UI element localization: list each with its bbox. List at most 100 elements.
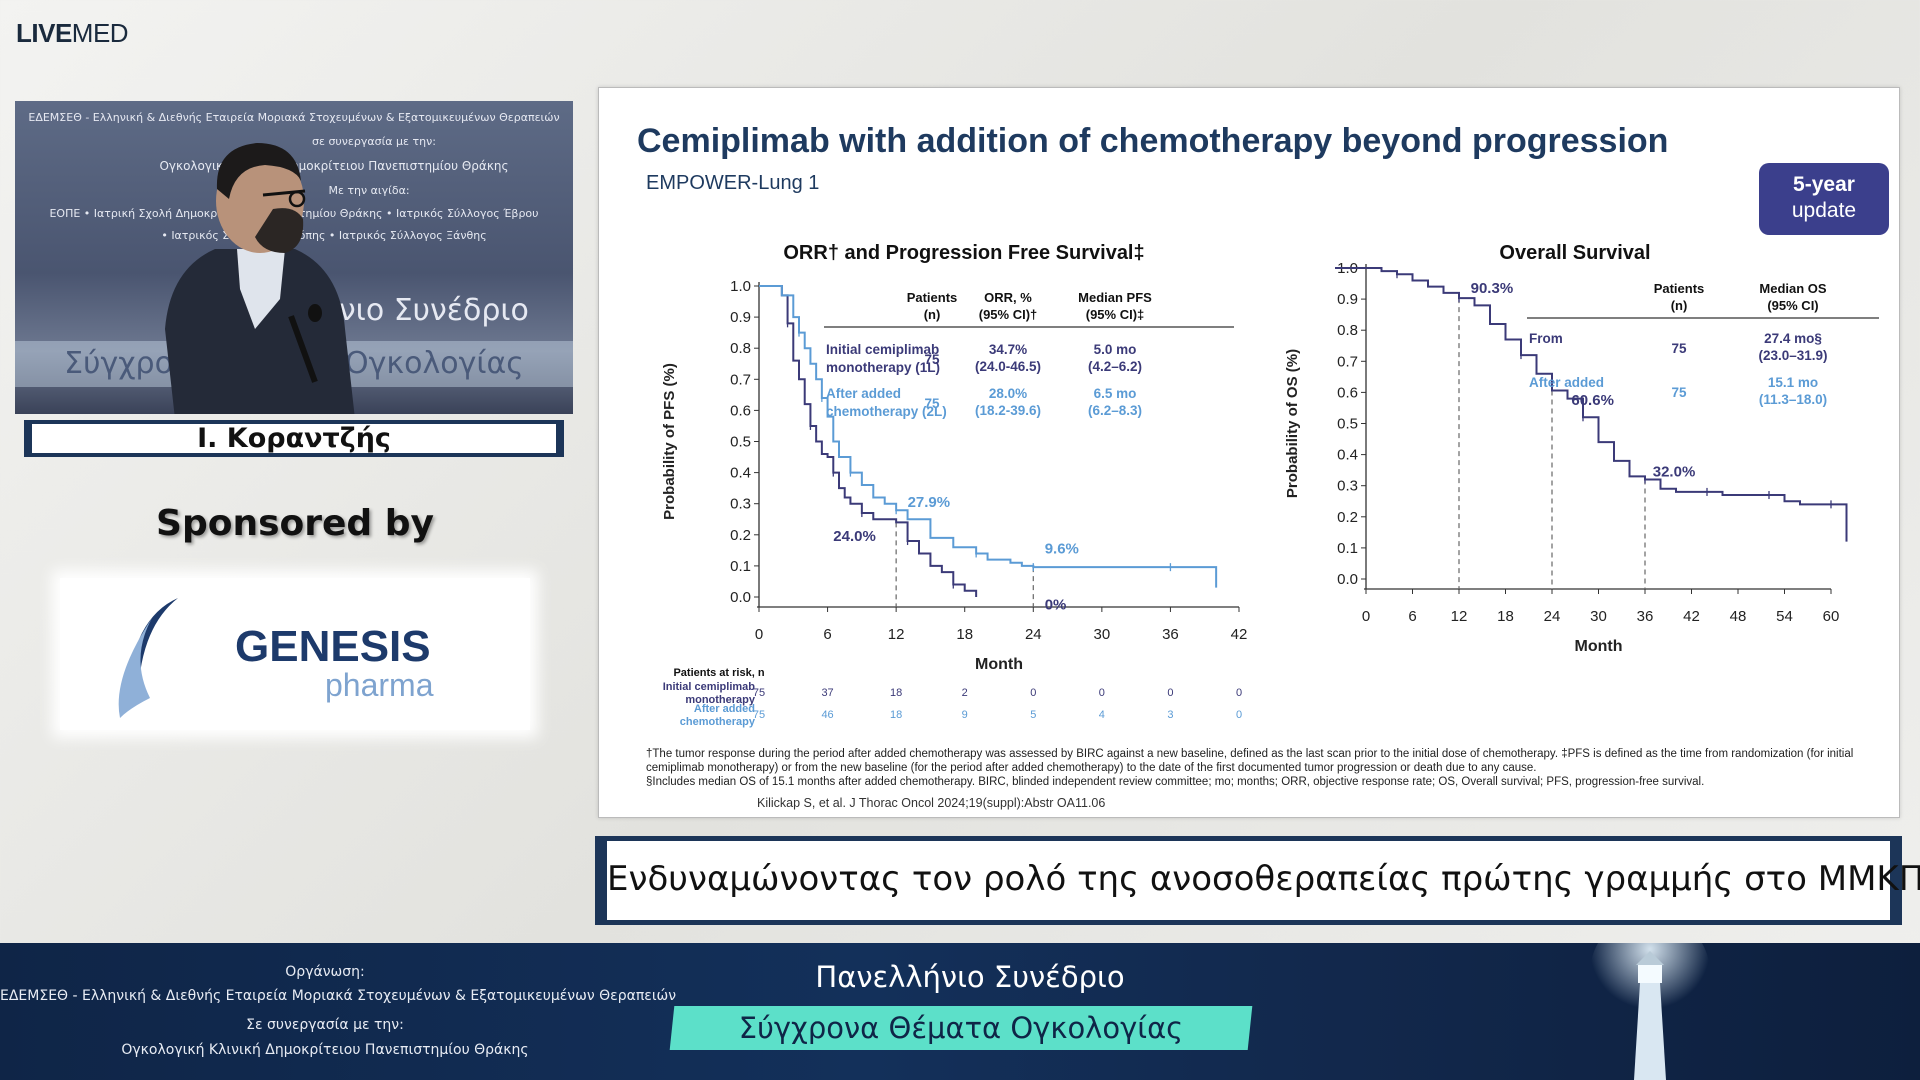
at-risk-value: 46 [821,709,833,721]
table-header: (95% CI)‡ [1086,307,1145,322]
table-n: 75 [1671,341,1687,356]
at-risk-value: 5 [1030,709,1036,721]
x-tick-label: 24 [1025,626,1042,643]
chart-title: Overall Survival [1499,243,1650,264]
data-label: 27.9% [908,494,951,511]
at-risk-value: 0 [1030,687,1036,699]
slide-title: Cemiplimab with addition of chemotherapy… [637,122,1669,160]
data-label: 32.0% [1653,463,1696,480]
at-risk-value: 0 [1236,709,1242,721]
table-header: (n) [924,307,941,322]
sponsor-name: GENESIS [235,622,431,671]
table-row-label: Initial cemiplimab [826,342,939,357]
table-header: Patients [1654,281,1705,296]
table-value: 6.5 mo [1094,386,1137,401]
at-risk-label: chemotherapy [680,716,756,728]
table-header: (95% CI) [1767,298,1818,313]
at-risk-label: monotherapy [685,694,756,706]
footer-event-title: Πανελλήνιο Συνέδριο [815,960,1125,994]
footnote: †The tumor response during the period af… [646,748,1854,774]
y-tick-label: 0.7 [1337,353,1358,370]
y-tick-label: 0.9 [730,309,751,326]
at-risk-value: 18 [890,709,902,721]
session-caption: Ενδυναμώνοντας τον ρολό της ανοσοθεραπεί… [595,836,1920,925]
y-tick-label: 0.7 [730,371,751,388]
at-risk-title: Patients at risk, n [673,667,764,679]
x-tick-label: 12 [888,626,905,643]
at-risk-value: 75 [753,687,765,699]
presentation-slide: Cemiplimab with addition of chemotherapy… [598,87,1900,818]
sponsor-subname: pharma [325,667,434,703]
data-label: 0% [1045,596,1067,613]
table-header: (95% CI)† [979,307,1038,322]
chart-title: ORR† and Progression Free Survival‡ [783,243,1144,264]
y-axis-label: Probability of PFS (%) [661,363,678,520]
x-tick-label: 42 [1683,608,1700,625]
table-value: (24.0-46.5) [975,359,1041,374]
table-value: 34.7% [989,342,1027,357]
y-tick-label: 0.8 [1337,322,1358,339]
y-tick-label: 0.2 [730,527,751,544]
x-tick-label: 60 [1823,608,1840,625]
y-tick-label: 0.3 [730,496,751,513]
y-tick-label: 0.5 [1337,416,1358,433]
x-tick-label: 0 [755,626,763,643]
os-chart: Overall Survival 0.0 0.1 0.2 0.3 0.4 0.5 0.6 0.7… [1284,243,1879,655]
y-axis-label: Probability of OS (%) [1284,349,1301,498]
at-risk-label: Initial cemiplimab [663,681,756,693]
x-tick-label: 0 [1362,608,1370,625]
at-risk-value: 75 [753,709,765,721]
badge-line2: update [1791,199,1857,222]
x-tick-label: 24 [1544,608,1561,625]
table-n: 75 [924,352,940,367]
at-risk-value: 0 [1099,687,1105,699]
x-tick-label: 6 [1408,608,1416,625]
data-label: 24.0% [833,528,876,545]
table-header: Patients [907,290,958,305]
table-row-label: From [1529,331,1563,346]
x-axis-label: Month [1575,638,1623,655]
table-header: ORR, % [984,290,1032,305]
y-tick-label: 0.0 [1337,571,1358,588]
x-tick-label: 12 [1451,608,1468,625]
at-risk-value: 18 [890,687,902,699]
footer-collab-name: Ογκολογική Κλινική Δημοκρίτειου Πανεπιστ… [121,1042,529,1058]
table-value: 15.1 mo [1768,375,1818,390]
at-risk-value: 0 [1167,687,1173,699]
badge-line1: 5-year [1793,173,1855,196]
table-header: Median OS [1759,281,1827,296]
x-tick-label: 42 [1231,626,1248,643]
y-tick-label: 0.9 [1337,291,1358,308]
table-row-label: After added [1529,375,1604,390]
slide-subtitle: EMPOWER-Lung 1 [646,172,820,194]
y-tick-label: 0.3 [1337,478,1358,495]
table-value: 5.0 mo [1094,342,1137,357]
km-curve-0 [1335,267,1848,542]
data-label: 90.3% [1471,280,1514,297]
table-value: (23.0–31.9) [1758,348,1827,363]
table-row-label: After added [826,386,901,401]
x-axis-label: Month [975,656,1023,673]
y-tick-label: 0.8 [730,340,751,357]
table-value: (18.2-39.6) [975,403,1041,418]
x-tick-label: 18 [1497,608,1514,625]
livemed-logo: LIVEMED [16,18,129,48]
table-value: 28.0% [989,386,1027,401]
at-risk-value: 3 [1167,709,1173,721]
at-risk-value: 9 [962,709,968,721]
table-value: (6.2–8.3) [1088,403,1142,418]
table-value: (4.2–6.2) [1088,359,1142,374]
y-tick-label: 0.1 [730,558,751,575]
sponsored-label: Sponsored by [156,503,434,544]
backdrop-line: ΕΔΕΜΣΕΘ - Ελληνική & Διεθνής Εταιρεία Μο… [28,111,560,124]
table-value: (11.3–18.0) [1759,392,1827,407]
speaker-name-bar: Ι. Κοραντζής [24,420,564,457]
data-label: 9.6% [1045,540,1079,557]
table-header: Median PFS [1078,290,1152,305]
table-n: 75 [1671,385,1687,400]
footer-org-label: Οργάνωση: [285,964,365,980]
footnotes: †The tumor response during the period af… [646,747,1876,789]
backdrop-line: σε συνεργασία με την: [312,135,436,148]
genesis-pharma-logo: GENESIS pharma [118,598,434,718]
x-tick-label: 6 [823,626,831,643]
